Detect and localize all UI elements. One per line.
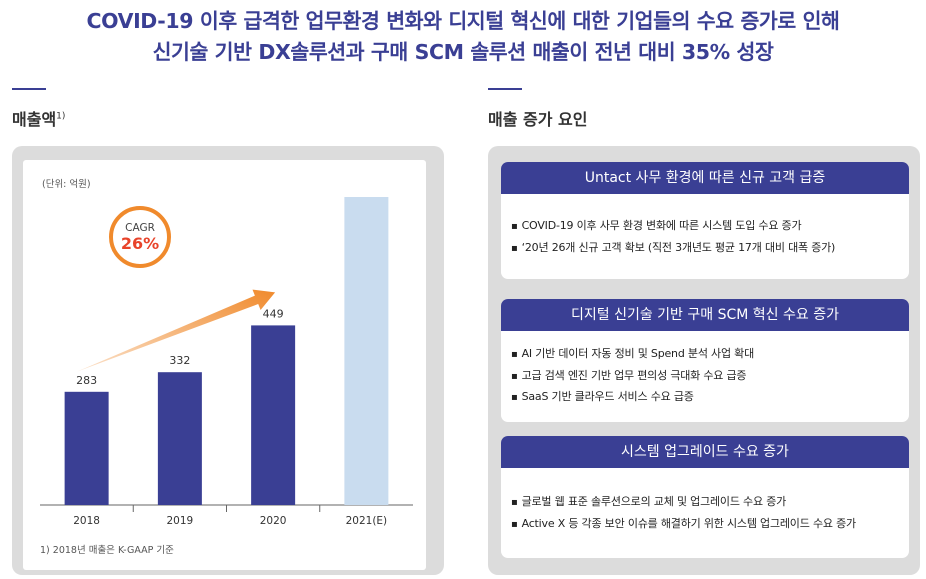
footnote: 1) 2018년 매출은 K-GAAP 기준 bbox=[40, 545, 174, 556]
data-label: 283 bbox=[76, 374, 97, 387]
factor-card-untact: Untact 사무 환경에 따른 신규 고객 급증 COVID-19 이후 사무… bbox=[501, 162, 909, 279]
factor-item: AI 기반 데이터 자동 정비 및 Spend 분석 사업 확대 bbox=[511, 344, 903, 366]
factor-card-header: 시스템 업그레이드 수요 증가 bbox=[501, 436, 909, 468]
bar-2021(E) bbox=[344, 197, 389, 505]
factor-item: SaaS 기반 클라우드 서비스 수요 급증 bbox=[511, 387, 903, 409]
unit-label: (단위: 억원) bbox=[42, 179, 91, 190]
factor-item: COVID-19 이후 사무 환경 변화에 따른 시스템 도입 수요 증가 bbox=[511, 216, 903, 238]
headline: COVID-19 이후 급격한 업무환경 변화와 디지털 혁신에 대한 기업들의… bbox=[0, 6, 926, 68]
factor-item: 고급 검색 엔진 기반 업무 편의성 극대화 수요 급증 bbox=[511, 366, 903, 388]
left-section-rule bbox=[12, 88, 46, 90]
headline-line-1: COVID-19 이후 급격한 업무환경 변화와 디지털 혁신에 대한 기업들의… bbox=[86, 9, 840, 33]
right-section-title: 매출 증가 요인 bbox=[488, 110, 588, 129]
factor-item: Active X 등 각종 보안 이슈를 해결하기 위한 시스템 업그레이드 수… bbox=[511, 514, 903, 536]
factor-card-header: 디지털 신기술 기반 구매 SCM 혁신 수요 증가 bbox=[501, 299, 909, 331]
growth-arrow bbox=[76, 289, 276, 372]
cagr-value: 26% bbox=[121, 234, 159, 253]
cagr-label: CAGR bbox=[125, 222, 155, 234]
x-tick-label: 2020 bbox=[260, 515, 287, 527]
bar-2020 bbox=[251, 325, 296, 505]
headline-line-2: 신기술 기반 DX솔루션과 구매 SCM 솔루션 매출이 전년 대비 35% 성… bbox=[152, 40, 774, 64]
factor-list: 글로벌 웹 표준 솔루션으로의 교체 및 업그레이드 수요 증가 Active … bbox=[511, 492, 903, 535]
left-section-title: 매출액1) bbox=[12, 110, 66, 129]
factor-list: COVID-19 이후 사무 환경 변화에 따른 시스템 도입 수요 증가 ‘2… bbox=[511, 216, 903, 259]
factor-item: 글로벌 웹 표준 솔루션으로의 교체 및 업그레이드 수요 증가 bbox=[511, 492, 903, 514]
footnote-marker: 1) bbox=[56, 111, 66, 122]
right-section-rule bbox=[488, 88, 522, 90]
x-tick-label: 2021(E) bbox=[346, 515, 388, 527]
factor-card-digital-scm: 디지털 신기술 기반 구매 SCM 혁신 수요 증가 AI 기반 데이터 자동 … bbox=[501, 299, 909, 422]
cagr-badge bbox=[109, 206, 171, 268]
factor-item: ‘20년 26개 신규 고객 확보 (직전 3개년도 평균 17개 대비 대폭 … bbox=[511, 238, 903, 260]
factor-list: AI 기반 데이터 자동 정비 및 Spend 분석 사업 확대 고급 검색 엔… bbox=[511, 344, 903, 409]
bar-2019 bbox=[157, 372, 202, 505]
factor-card-upgrade: 시스템 업그레이드 수요 증가 글로벌 웹 표준 솔루션으로의 교체 및 업그레… bbox=[501, 436, 909, 558]
factor-card-header: Untact 사무 환경에 따른 신규 고객 급증 bbox=[501, 162, 909, 194]
data-label: 332 bbox=[169, 354, 190, 367]
x-tick-label: 2018 bbox=[73, 515, 100, 527]
bar-2018 bbox=[64, 391, 109, 505]
x-tick-label: 2019 bbox=[167, 515, 194, 527]
data-label: 449 bbox=[263, 307, 284, 320]
